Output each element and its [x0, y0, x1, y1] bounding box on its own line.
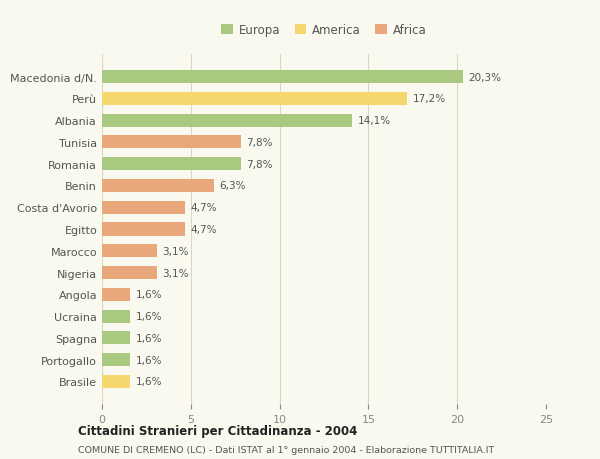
Bar: [102, 310, 130, 323]
Bar: [102, 179, 214, 193]
Text: 1,6%: 1,6%: [136, 311, 162, 321]
Text: Cittadini Stranieri per Cittadinanza - 2004: Cittadini Stranieri per Cittadinanza - 2…: [78, 424, 358, 437]
Text: 1,6%: 1,6%: [136, 333, 162, 343]
Text: 14,1%: 14,1%: [358, 116, 391, 126]
Bar: [102, 331, 130, 345]
Bar: [102, 353, 130, 366]
Bar: [102, 245, 157, 258]
Text: COMUNE DI CREMENO (LC) - Dati ISTAT al 1° gennaio 2004 - Elaborazione TUTTITALIA: COMUNE DI CREMENO (LC) - Dati ISTAT al 1…: [78, 445, 494, 454]
Text: 7,8%: 7,8%: [246, 138, 272, 148]
Bar: [102, 288, 130, 301]
Bar: [102, 93, 407, 106]
Text: 7,8%: 7,8%: [246, 159, 272, 169]
Legend: Europa, America, Africa: Europa, America, Africa: [217, 19, 431, 41]
Bar: [102, 223, 185, 236]
Text: 1,6%: 1,6%: [136, 355, 162, 365]
Bar: [102, 114, 352, 128]
Bar: [102, 201, 185, 214]
Bar: [102, 375, 130, 388]
Text: 3,1%: 3,1%: [163, 246, 189, 256]
Bar: [102, 71, 463, 84]
Text: 17,2%: 17,2%: [413, 94, 446, 104]
Bar: [102, 158, 241, 171]
Bar: [102, 266, 157, 280]
Bar: [102, 136, 241, 149]
Text: 1,6%: 1,6%: [136, 290, 162, 300]
Text: 6,3%: 6,3%: [219, 181, 246, 191]
Text: 20,3%: 20,3%: [468, 73, 501, 83]
Text: 3,1%: 3,1%: [163, 268, 189, 278]
Text: 4,7%: 4,7%: [191, 224, 217, 235]
Text: 1,6%: 1,6%: [136, 376, 162, 386]
Text: 4,7%: 4,7%: [191, 203, 217, 213]
